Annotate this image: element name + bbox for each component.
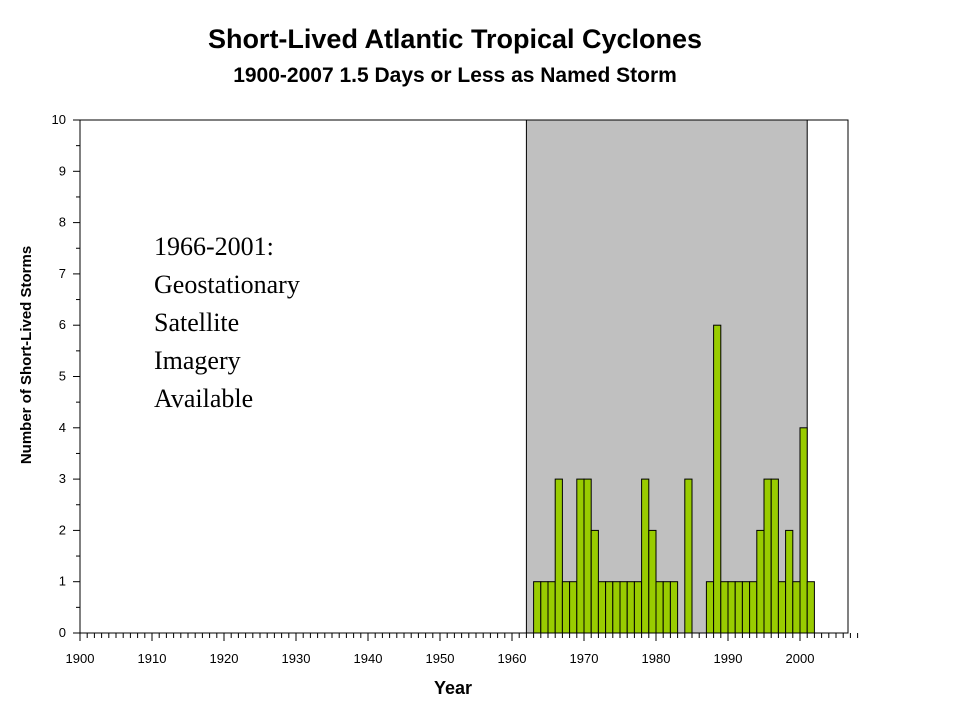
y-tick-label: 2 <box>59 522 66 537</box>
bar-1990 <box>727 581 736 634</box>
x-tick-label: 1930 <box>282 651 311 666</box>
bar-1981 <box>662 581 671 634</box>
bar-1963 <box>533 581 542 634</box>
bar-1967 <box>561 581 571 634</box>
bar-2000 <box>799 427 808 634</box>
bar-1978 <box>641 478 650 634</box>
bar-1974 <box>612 581 621 634</box>
bar-1991 <box>734 581 743 634</box>
x-tick-label: 1950 <box>426 651 455 666</box>
bar-1995 <box>763 478 772 634</box>
x-tick-label: 1900 <box>66 651 95 666</box>
bar-1975 <box>619 581 628 634</box>
bar-1966 <box>554 478 563 634</box>
bar-1996 <box>770 478 779 634</box>
y-tick-label: 9 <box>59 163 66 178</box>
y-tick-label: 5 <box>59 369 66 384</box>
x-axis-title: Year <box>434 678 472 698</box>
bar-1980 <box>655 581 664 634</box>
bar-1994 <box>756 529 765 634</box>
y-tick-label: 6 <box>59 317 66 332</box>
bar-1992 <box>741 581 751 634</box>
y-tick-label: 7 <box>59 266 66 281</box>
y-tick-label: 8 <box>59 215 66 230</box>
x-tick-label: 1910 <box>138 651 167 666</box>
x-tick-label: 2000 <box>786 651 815 666</box>
y-tick-label: 1 <box>59 574 66 589</box>
bar-1976 <box>626 581 635 634</box>
annotation-line: 1966-2001: <box>154 232 274 261</box>
satellite-era-annotation: 1966-2001: Geostationary Satellite Image… <box>154 228 300 418</box>
bar-1977 <box>633 581 643 634</box>
bar-1982 <box>669 581 679 634</box>
x-tick-label: 1960 <box>498 651 527 666</box>
annotation-line: Imagery <box>154 346 241 375</box>
y-tick-label: 0 <box>59 625 66 640</box>
bar-1965 <box>547 581 556 634</box>
x-tick-label: 1970 <box>570 651 599 666</box>
x-tick-label: 1980 <box>642 651 671 666</box>
y-tick-label: 3 <box>59 471 66 486</box>
bar-1964 <box>540 581 549 634</box>
y-tick-label: 4 <box>59 420 66 435</box>
bar-1970 <box>583 478 592 634</box>
bar-1969 <box>576 478 585 634</box>
bar-1968 <box>569 581 578 634</box>
bar-1989 <box>720 581 729 634</box>
bar-1984 <box>684 478 693 634</box>
bar-1997 <box>777 581 787 634</box>
chart-subtitle: 1900-2007 1.5 Days or Less as Named Stor… <box>233 64 677 87</box>
bar-1972 <box>597 581 607 634</box>
bar-1971 <box>590 529 599 634</box>
x-tick-label: 1940 <box>354 651 383 666</box>
bar-1998 <box>785 529 794 634</box>
annotation-line: Available <box>154 384 254 413</box>
bar-1987 <box>705 581 715 634</box>
bar-1988 <box>713 324 722 634</box>
chart-title: Short-Lived Atlantic Tropical Cyclones <box>207 24 703 54</box>
x-tick-label: 1920 <box>210 651 239 666</box>
bar-1979 <box>648 529 657 634</box>
bar-1999 <box>792 581 801 634</box>
y-axis-title: Number of Short-Lived Storms <box>18 246 35 464</box>
bar-1993 <box>749 581 758 634</box>
x-tick-label: 1990 <box>714 651 743 666</box>
annotation-line: Geostationary <box>154 270 300 299</box>
bar-2001 <box>806 581 815 634</box>
bar-1973 <box>605 581 614 634</box>
y-tick-label: 10 <box>52 112 66 127</box>
annotation-line: Satellite <box>154 308 240 337</box>
